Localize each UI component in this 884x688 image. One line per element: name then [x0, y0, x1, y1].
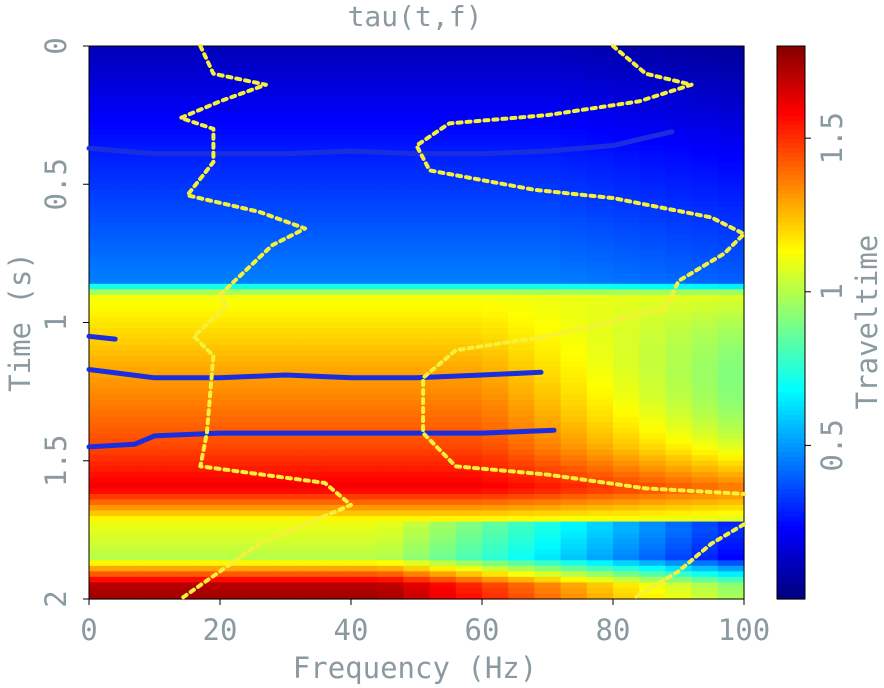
x-axis: 0 20 40 60 80 100	[80, 599, 770, 647]
colorbar-tick-label-2: 1.5	[815, 112, 849, 164]
x-tick-label-5: 100	[718, 613, 770, 647]
colorbar-tick-label-0: 0.5	[815, 419, 849, 471]
y-axis: 0 0.5 1 1.5 2	[39, 37, 89, 608]
colorbar-tick-label-1: 1	[815, 283, 849, 300]
y-tick-label-2: 1	[39, 314, 73, 331]
y-tick-label-3: 1.5	[39, 435, 73, 487]
chart-title: tau(t,f)	[348, 0, 483, 33]
y-tick-label-1: 0.5	[39, 158, 73, 210]
curve-6	[630, 522, 746, 601]
y-tick-label-0: 0	[39, 37, 73, 54]
x-tick-label-2: 40	[334, 613, 369, 647]
x-tick-label-1: 20	[203, 613, 238, 647]
colorbar-label: Traveltime	[850, 235, 884, 410]
curve-0	[86, 129, 675, 157]
colorbar-frame	[776, 45, 806, 600]
curve-3	[86, 427, 557, 450]
x-tick-label-3: 60	[465, 613, 500, 647]
curve-2	[86, 367, 544, 381]
curves	[86, 44, 746, 601]
curve-1	[86, 333, 118, 342]
y-tick-label-4: 2	[39, 590, 73, 607]
heatmap	[88, 45, 745, 600]
curve-4	[178, 44, 353, 601]
x-axis-label: Frequency (Hz)	[293, 651, 537, 685]
colorbar: 0.5 1 1.5	[776, 45, 849, 600]
x-tick-label-0: 0	[80, 613, 97, 647]
y-axis-label: Time (s)	[3, 252, 37, 392]
x-tick-label-4: 80	[596, 613, 631, 647]
curve-5	[414, 44, 746, 496]
